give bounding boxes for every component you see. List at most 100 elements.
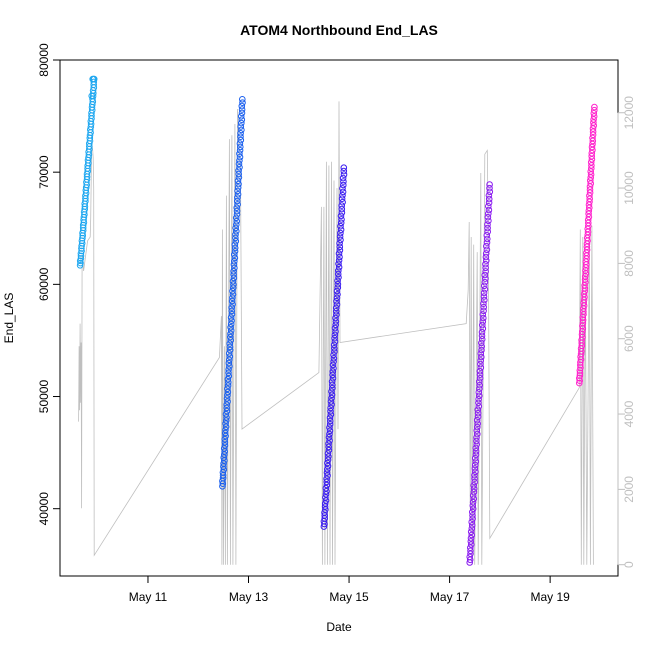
data-point bbox=[326, 414, 334, 422]
data-point bbox=[340, 181, 347, 189]
data-point bbox=[336, 233, 344, 240]
data-point bbox=[232, 231, 239, 238]
data-point bbox=[333, 297, 340, 305]
data-point bbox=[233, 204, 240, 211]
data-point bbox=[472, 451, 480, 459]
data-point bbox=[334, 270, 342, 278]
data-point bbox=[222, 420, 229, 427]
data-point bbox=[477, 364, 485, 371]
data-point bbox=[475, 403, 483, 410]
data-point bbox=[329, 361, 337, 369]
data-point bbox=[339, 198, 346, 206]
data-point bbox=[471, 471, 478, 479]
data-point bbox=[473, 437, 480, 445]
data-point bbox=[468, 522, 476, 529]
data-point bbox=[590, 122, 598, 129]
data-point bbox=[474, 409, 482, 417]
data-point bbox=[340, 164, 348, 171]
data-point bbox=[474, 420, 482, 428]
data-point bbox=[482, 250, 490, 257]
data-point bbox=[588, 152, 596, 160]
data-point bbox=[226, 356, 233, 364]
data-point bbox=[326, 421, 334, 428]
y2-tick-label: 2000 bbox=[622, 476, 636, 503]
data-point bbox=[576, 379, 583, 387]
data-point bbox=[478, 343, 486, 350]
data-point bbox=[224, 385, 231, 393]
series-group bbox=[219, 96, 246, 490]
data-point bbox=[332, 321, 340, 329]
data-point bbox=[332, 328, 339, 335]
data-point bbox=[339, 185, 346, 192]
y-tick-label: 60000 bbox=[37, 267, 51, 301]
data-point bbox=[483, 242, 490, 250]
data-point bbox=[474, 423, 481, 431]
data-point bbox=[479, 321, 486, 329]
data-point bbox=[229, 291, 237, 298]
y-tick-label: 80000 bbox=[37, 43, 51, 77]
data-point bbox=[586, 198, 593, 206]
data-point bbox=[229, 284, 237, 292]
data-point bbox=[227, 327, 235, 334]
data-point bbox=[326, 424, 333, 431]
data-point bbox=[486, 181, 493, 188]
data-point bbox=[231, 251, 238, 258]
data-point bbox=[328, 378, 336, 385]
data-point bbox=[334, 280, 342, 288]
data-point bbox=[226, 343, 234, 351]
data-point bbox=[228, 307, 236, 315]
data-point bbox=[330, 365, 337, 372]
data-point bbox=[227, 330, 234, 338]
data-point bbox=[230, 274, 238, 282]
data-point bbox=[474, 430, 481, 438]
data-point bbox=[478, 336, 486, 343]
data-point bbox=[486, 188, 494, 196]
data-point bbox=[325, 440, 332, 448]
data-point bbox=[228, 310, 236, 318]
data-point bbox=[328, 394, 335, 402]
data-point bbox=[589, 128, 597, 135]
data-point bbox=[589, 134, 596, 142]
data-point bbox=[238, 109, 246, 117]
data-point bbox=[477, 357, 485, 364]
series-group bbox=[466, 181, 494, 566]
x-tick-label: May 13 bbox=[229, 590, 269, 604]
data-point bbox=[331, 348, 338, 355]
data-point bbox=[589, 137, 597, 145]
data-point bbox=[338, 195, 346, 202]
data-point bbox=[479, 311, 487, 318]
data-point bbox=[234, 191, 242, 198]
data-point bbox=[589, 146, 596, 154]
data-point bbox=[223, 401, 230, 409]
data-point bbox=[220, 463, 227, 470]
data-point bbox=[235, 167, 242, 174]
data-point bbox=[478, 353, 485, 361]
data-point bbox=[228, 297, 236, 305]
data-point bbox=[482, 253, 490, 261]
data-point bbox=[220, 445, 228, 452]
data-point bbox=[328, 401, 335, 408]
data-point bbox=[482, 264, 489, 272]
data-point bbox=[326, 427, 334, 435]
data-point bbox=[324, 450, 332, 457]
data-point bbox=[236, 150, 243, 157]
y2-tick-label: 4000 bbox=[622, 400, 636, 427]
data-point bbox=[332, 308, 340, 315]
data-point bbox=[469, 502, 477, 509]
data-point bbox=[234, 184, 242, 191]
data-point bbox=[481, 286, 489, 293]
data-point bbox=[473, 441, 481, 448]
data-point bbox=[324, 462, 332, 470]
data-point bbox=[338, 202, 346, 209]
data-point bbox=[584, 216, 592, 224]
data-point bbox=[235, 174, 243, 181]
data-point bbox=[322, 494, 329, 501]
data-point bbox=[225, 366, 232, 373]
data-point bbox=[224, 382, 232, 389]
data-point bbox=[335, 267, 342, 274]
data-point bbox=[478, 339, 485, 347]
data-point bbox=[227, 333, 234, 341]
data-point bbox=[225, 372, 233, 380]
data-point bbox=[473, 427, 481, 434]
data-point bbox=[224, 391, 231, 399]
